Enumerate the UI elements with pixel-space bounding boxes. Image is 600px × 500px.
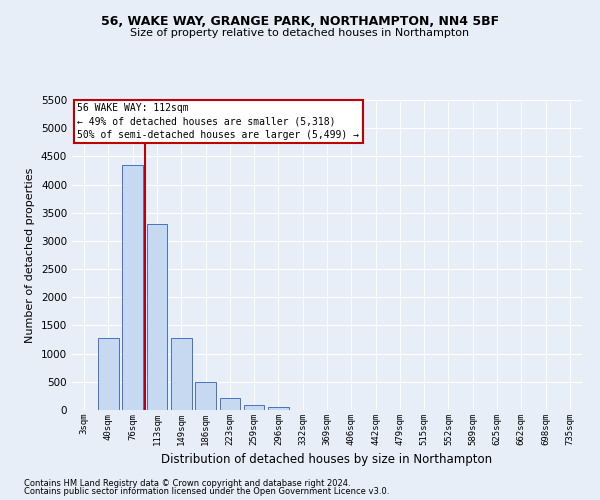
Bar <box>268 406 289 410</box>
Bar <box>244 405 265 410</box>
Bar <box>171 338 191 410</box>
Text: 56, WAKE WAY, GRANGE PARK, NORTHAMPTON, NN4 5BF: 56, WAKE WAY, GRANGE PARK, NORTHAMPTON, … <box>101 15 499 28</box>
Bar <box>122 166 143 410</box>
Bar <box>195 382 216 410</box>
Bar <box>220 398 240 410</box>
Text: Contains public sector information licensed under the Open Government Licence v3: Contains public sector information licen… <box>24 487 389 496</box>
Text: Contains HM Land Registry data © Crown copyright and database right 2024.: Contains HM Land Registry data © Crown c… <box>24 478 350 488</box>
Bar <box>98 338 119 410</box>
Text: 56 WAKE WAY: 112sqm
← 49% of detached houses are smaller (5,318)
50% of semi-det: 56 WAKE WAY: 112sqm ← 49% of detached ho… <box>77 103 359 140</box>
Bar <box>146 224 167 410</box>
Text: Size of property relative to detached houses in Northampton: Size of property relative to detached ho… <box>130 28 470 38</box>
X-axis label: Distribution of detached houses by size in Northampton: Distribution of detached houses by size … <box>161 454 493 466</box>
Y-axis label: Number of detached properties: Number of detached properties <box>25 168 35 342</box>
